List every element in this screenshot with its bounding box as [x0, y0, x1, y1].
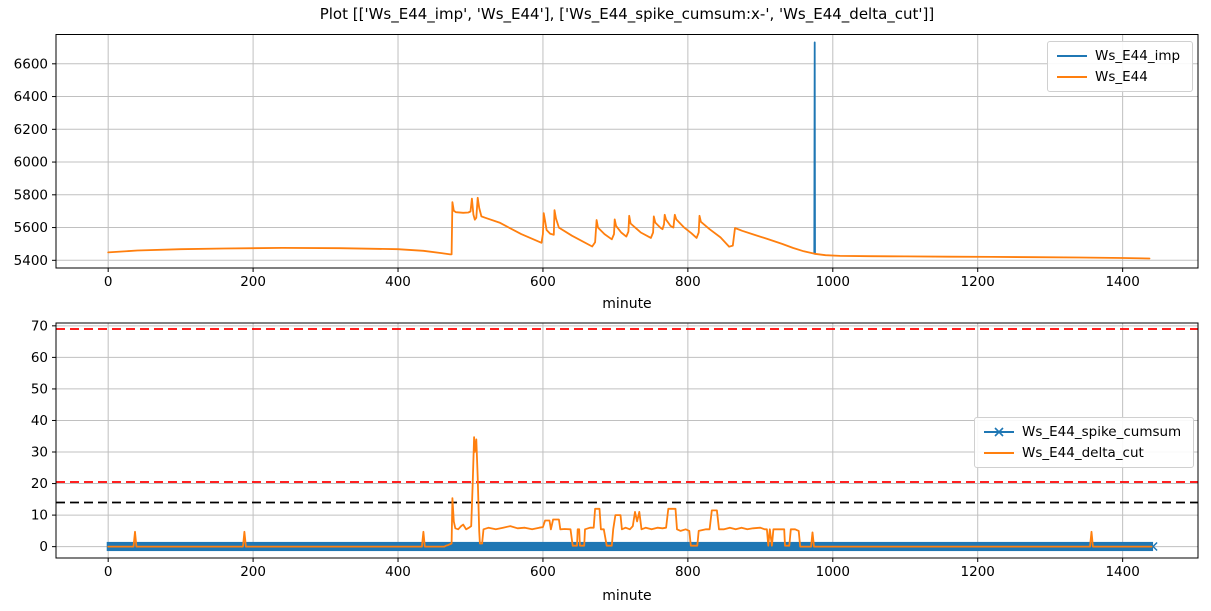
- top-legend: Ws_E44_imp Ws_E44: [1047, 41, 1193, 92]
- bottom-xaxis-label: minute: [602, 588, 652, 604]
- series-Ws_E44_imp: [813, 41, 816, 255]
- x-tick-label: 1400: [1105, 564, 1139, 580]
- y-tick-label: 60: [31, 350, 48, 366]
- line-sample-icon: [1057, 54, 1087, 57]
- legend-label: Ws_E44_delta_cut: [1022, 445, 1144, 462]
- x-tick-label: 600: [530, 274, 556, 290]
- series-end-x-marker: [1148, 541, 1158, 552]
- x-tick-label: 800: [675, 564, 701, 580]
- y-tick-label: 5800: [14, 187, 48, 203]
- y-tick-label: 40: [31, 413, 48, 429]
- x-tick-label: 800: [675, 274, 701, 290]
- series-Ws_E44_spike_cumsum: [106, 541, 1154, 552]
- y-tick-label: 5400: [14, 253, 48, 269]
- x-tick-label: 0: [104, 564, 113, 580]
- legend-item: Ws_E44: [1057, 68, 1183, 88]
- series-Ws_E44_delta_cut: [107, 436, 1153, 548]
- top-xaxis-label: minute: [602, 296, 652, 312]
- legend-label: Ws_E44: [1095, 69, 1148, 86]
- x-tick-label: 600: [530, 564, 556, 580]
- y-tick-label: 5600: [14, 220, 48, 236]
- line-sample-icon: [984, 452, 1014, 455]
- legend-item: Ws_E44_spike_cumsum: [984, 422, 1184, 442]
- y-tick-label: 6400: [14, 89, 48, 105]
- x-tick-label: 1200: [961, 564, 995, 580]
- legend-item: Ws_E44_imp: [1057, 46, 1183, 66]
- y-tick-label: 6000: [14, 155, 48, 171]
- y-tick-label: 70: [31, 318, 48, 334]
- y-tick-label: 0: [39, 539, 48, 555]
- y-tick-label: 30: [31, 445, 48, 461]
- line-sample-icon: [1057, 76, 1087, 79]
- x-tick-label: 1400: [1105, 274, 1139, 290]
- plot-title: Plot [['Ws_E44_imp', 'Ws_E44'], ['Ws_E44…: [319, 5, 935, 23]
- x-tick-label: 400: [385, 564, 411, 580]
- bottom-legend: Ws_E44_spike_cumsum Ws_E44_delta_cut: [974, 417, 1194, 468]
- x-tick-label: 200: [240, 564, 266, 580]
- y-tick-label: 10: [31, 508, 48, 524]
- y-tick-label: 6200: [14, 122, 48, 138]
- legend-label: Ws_E44_imp: [1095, 47, 1181, 64]
- series-Ws_E44: [107, 196, 1151, 260]
- x-tick-label: 1000: [816, 564, 850, 580]
- x-tick-label: 0: [104, 274, 113, 290]
- axes-spines: [55, 322, 1199, 559]
- x-tick-label: 1000: [816, 274, 850, 290]
- x-tick-label: 400: [385, 274, 411, 290]
- y-tick-label: 6600: [14, 56, 48, 72]
- axes-spines: [55, 34, 1199, 269]
- x-tick-label: 1200: [961, 274, 995, 290]
- legend-item: Ws_E44_delta_cut: [984, 444, 1184, 464]
- legend-label: Ws_E44_spike_cumsum: [1022, 423, 1182, 440]
- y-tick-label: 20: [31, 476, 48, 492]
- x-marker-line-sample-icon: [984, 427, 1014, 437]
- y-tick-label: 50: [31, 381, 48, 397]
- x-tick-label: 200: [240, 274, 266, 290]
